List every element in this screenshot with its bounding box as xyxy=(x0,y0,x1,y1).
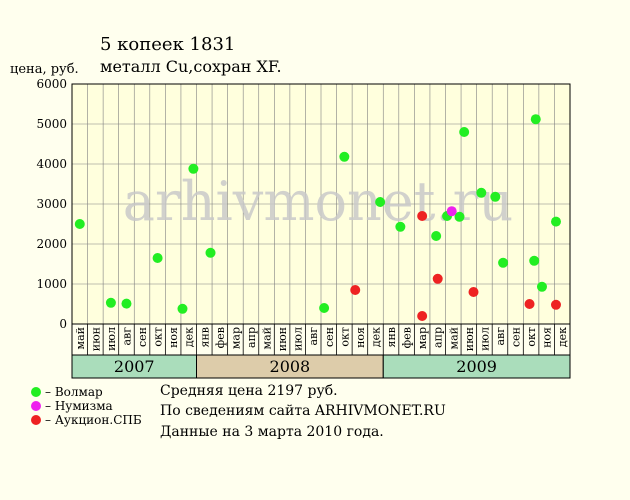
data-point xyxy=(339,151,350,162)
data-point xyxy=(319,303,330,313)
month-tick-label: май xyxy=(447,327,460,349)
average-price: Средняя цена 2197 руб. xyxy=(160,383,338,399)
legend-marker xyxy=(31,415,41,425)
data-point xyxy=(74,219,85,229)
year-label: 2007 xyxy=(114,357,155,376)
data-point xyxy=(431,231,442,241)
data-point xyxy=(530,114,541,125)
month-tick-label: апр xyxy=(245,327,258,348)
data-point xyxy=(529,255,540,266)
month-tick-label: июл xyxy=(478,327,491,351)
month-tick-label: дек xyxy=(369,327,382,347)
data-point xyxy=(375,197,386,207)
month-tick-label: янв xyxy=(385,327,398,347)
y-tick-label: 0 xyxy=(59,317,67,331)
data-point xyxy=(205,247,216,258)
legend-marker xyxy=(31,387,41,397)
plot-frame xyxy=(71,83,571,325)
month-tick-label: окт xyxy=(338,327,351,347)
month-tick-label: окт xyxy=(152,327,165,347)
legend-label: – Нумизма xyxy=(45,399,113,413)
month-tick-label: июн xyxy=(463,327,476,351)
data-point xyxy=(490,191,501,202)
month-tick-label: сен xyxy=(323,327,336,347)
month-tick-label: мар xyxy=(229,327,242,349)
month-tick-label: фев xyxy=(214,327,227,348)
month-tick-label: дек xyxy=(556,327,569,347)
month-tick-label: июл xyxy=(105,327,118,351)
data-point xyxy=(454,211,465,222)
data-point xyxy=(446,206,457,217)
data-point xyxy=(188,163,199,174)
month-tick-label: май xyxy=(261,327,274,349)
data-point xyxy=(177,303,188,314)
chart-title: 5 копеек 1831 xyxy=(100,34,235,55)
grid xyxy=(72,84,570,324)
year-band-2009 xyxy=(382,354,571,379)
month-tick-label: ноя xyxy=(354,327,367,348)
y-tick-label: 5000 xyxy=(36,117,67,131)
month-tick-label: июн xyxy=(89,327,102,351)
legend-marker xyxy=(31,401,41,411)
year-axis: 2007 2008 2009 xyxy=(71,354,571,379)
chart-subtitle: металл Cu,сохран XF. xyxy=(100,57,282,76)
year-label: 2008 xyxy=(270,357,311,376)
year-label: 2009 xyxy=(456,357,497,376)
y-axis-ticks: 0 1000 2000 3000 4000 5000 6000 xyxy=(36,77,67,331)
month-tick-label: ноя xyxy=(167,327,180,348)
month-tick-label: ноя xyxy=(541,327,554,348)
data-point xyxy=(476,187,487,198)
watermark: arhivmonet.ru xyxy=(123,170,513,233)
month-tick-label: апр xyxy=(432,327,445,348)
month-tick-label: окт xyxy=(525,327,538,347)
month-tick-label: авг xyxy=(307,327,320,346)
data-point xyxy=(498,257,509,268)
data-points xyxy=(74,114,561,321)
data-point xyxy=(152,253,163,263)
month-tick-label: мар xyxy=(416,327,429,349)
data-point xyxy=(105,297,116,308)
month-tick-label: июл xyxy=(292,327,305,351)
source-note: По сведениям сайта ARHIVMONET.RU xyxy=(160,403,446,419)
month-tick-label: дек xyxy=(183,327,196,347)
legend: – Волмар– Нумизма– Аукцион.СПБ xyxy=(31,385,142,427)
data-point xyxy=(524,299,535,309)
month-tick-label: авг xyxy=(494,327,507,346)
data-point xyxy=(121,298,132,309)
month-tick-label: сен xyxy=(510,327,523,347)
month-tick-label: май xyxy=(74,327,87,349)
y-tick-label: 4000 xyxy=(36,157,67,171)
month-tick-label: июн xyxy=(276,327,289,351)
y-axis-label: цена, руб. xyxy=(10,62,79,77)
month-tick-label: сен xyxy=(136,327,149,347)
y-tick-label: 3000 xyxy=(36,197,67,211)
date-note: Данные на 3 марта 2010 года. xyxy=(160,424,384,440)
y-tick-label: 2000 xyxy=(36,237,67,251)
data-point xyxy=(459,127,470,137)
data-point xyxy=(417,311,428,321)
data-point xyxy=(536,281,547,292)
y-tick-label: 1000 xyxy=(36,277,67,291)
data-point xyxy=(468,287,479,297)
legend-label: – Волмар xyxy=(45,385,103,399)
month-tick-label: фев xyxy=(401,327,414,348)
data-point xyxy=(417,211,428,221)
data-point xyxy=(550,216,561,227)
month-tick-label: авг xyxy=(120,327,133,346)
data-point xyxy=(550,299,561,310)
legend-label: – Аукцион.СПБ xyxy=(45,413,142,427)
month-axis: май июн июл авг сен окт ноя дек янв фев мар апр май и… xyxy=(71,323,571,356)
y-tick-label: 6000 xyxy=(36,77,67,91)
data-point xyxy=(395,221,406,232)
month-tick-label: янв xyxy=(198,327,211,347)
data-point xyxy=(350,285,361,295)
data-point xyxy=(432,273,443,284)
